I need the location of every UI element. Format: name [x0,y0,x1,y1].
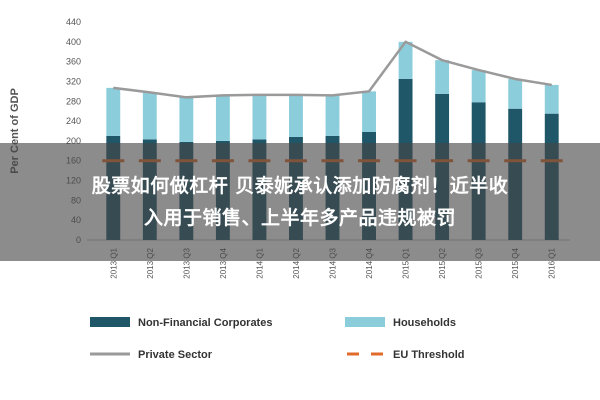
bar-households [471,70,486,103]
x-tick-label: 2014 Q3 [329,247,338,278]
bar-households [508,78,523,109]
headline-banner[interactable]: 股票如何做杠杆 贝泰妮承认添加防腐剂！近半收 入用于销售、上半年多产品违规被罚 [0,143,600,261]
x-tick-label: 2014 Q1 [255,247,264,278]
bar-households [544,84,559,114]
bar-households [142,92,157,140]
bar-households [289,94,303,137]
legend-swatch [90,317,130,327]
x-tick-label: 2015 Q3 [475,247,484,278]
bar-households [179,97,194,142]
legend-swatch [345,317,385,327]
x-tick-label: 2015 Q2 [438,247,447,278]
legend-label: Households [393,317,456,329]
legend-label: Non-Financial Corporates [138,317,272,329]
bar-households [252,94,267,140]
x-tick-label: 2015 Q4 [511,247,520,278]
x-tick-label: 2013 Q2 [146,247,155,278]
x-tick-label: 2014 Q4 [365,247,374,278]
bar-households [106,87,121,136]
y-tick-label: 360 [66,57,81,67]
headline-line-2: 入用于销售、上半年多产品违规被罚 [143,207,456,229]
x-tick-label: 2013 Q1 [109,247,118,278]
x-tick-label: 2014 Q2 [292,247,301,278]
y-tick-label: 440 [66,17,81,27]
legend-label: Private Sector [138,349,213,361]
y-tick-label: 320 [66,76,81,86]
bar-households [398,41,413,79]
y-tick-label: 400 [66,37,81,47]
bar-households [435,60,450,94]
x-tick-label: 2015 Q1 [402,247,411,278]
y-tick-label: 200 [66,136,81,146]
legend-label: EU Threshold [393,349,465,361]
x-tick-label: 2016 Q1 [548,247,557,278]
headline-line-1: 股票如何做杠杆 贝泰妮承认添加防腐剂！近半收 [91,175,509,197]
bar-households [215,95,230,141]
x-tick-label: 2013 Q3 [182,247,191,278]
bar-households [362,91,376,132]
y-tick-label: 280 [66,96,81,106]
y-tick-label: 240 [66,116,81,126]
x-tick-label: 2013 Q4 [219,247,228,278]
bar-households [325,95,340,136]
private-sector-line [113,40,552,99]
